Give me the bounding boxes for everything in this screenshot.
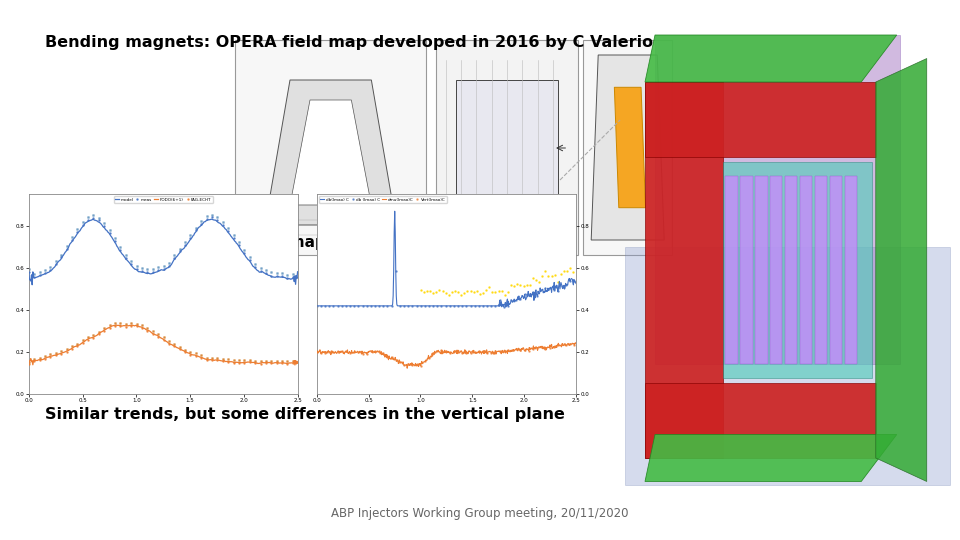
Bar [645, 383, 876, 458]
Text: Matrix dipole model vs field map: Matrix dipole model vs field map [45, 235, 325, 250]
FancyBboxPatch shape [235, 40, 426, 255]
Text: Similar trends, but some differences in the vertical plane: Similar trends, but some differences in … [45, 407, 564, 422]
Bar [645, 82, 876, 157]
Legend: model, meas, FODO(6+1), FAG-ECHT: model, meas, FODO(6+1), FAG-ECHT [113, 197, 213, 203]
Bar [725, 176, 737, 364]
Polygon shape [876, 58, 926, 482]
Bar [645, 82, 723, 458]
Bar [785, 176, 798, 364]
Polygon shape [265, 80, 396, 225]
Bar [756, 176, 767, 364]
Polygon shape [645, 435, 897, 482]
Polygon shape [591, 55, 664, 240]
FancyBboxPatch shape [584, 40, 672, 255]
Bar [723, 162, 873, 378]
Polygon shape [290, 100, 372, 205]
Legend: db(lmao) C, db (lmao) C, dmu(lmao)C, Vert(lmao)C: db(lmao) C, db (lmao) C, dmu(lmao)C, Ver… [319, 197, 446, 203]
Polygon shape [645, 35, 897, 82]
FancyBboxPatch shape [456, 80, 558, 215]
Text: ABP Injectors Working Group meeting, 20/11/2020: ABP Injectors Working Group meeting, 20/… [331, 507, 629, 520]
Polygon shape [614, 87, 645, 208]
Bar [740, 176, 753, 364]
Bar [845, 176, 857, 364]
Bar [830, 176, 843, 364]
Bar [800, 176, 812, 364]
FancyBboxPatch shape [436, 40, 578, 255]
Polygon shape [625, 246, 950, 485]
Polygon shape [655, 35, 900, 364]
Text: Bending magnets: OPERA field map developed in 2016 by C Valerio: Bending magnets: OPERA field map develop… [45, 35, 653, 50]
Bar [770, 176, 782, 364]
Bar [815, 176, 828, 364]
